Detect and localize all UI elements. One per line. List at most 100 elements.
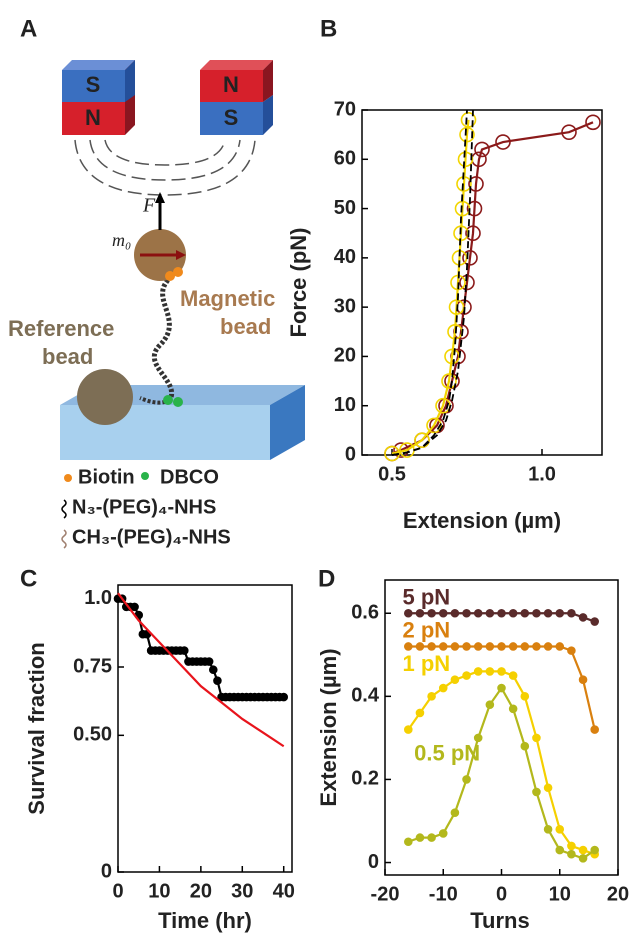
data-point [459, 126, 475, 143]
data-point [208, 665, 218, 675]
data-point [441, 373, 457, 389]
peg-icon [61, 499, 67, 519]
magnet-s [200, 102, 263, 135]
data-point [578, 675, 588, 685]
bead-label: Magnetic [180, 286, 275, 311]
data-point [555, 608, 565, 618]
data-point [427, 833, 436, 842]
series-line [407, 685, 596, 860]
data-point [279, 692, 289, 702]
data-point [497, 608, 506, 618]
pole: N [85, 105, 101, 130]
reference-bead [77, 369, 133, 425]
chart: C 0 10 20 30 40 0 0.50 0.75 1.0 Time (hr) Survival … [20, 565, 295, 932]
x-tick-label: -10 [429, 883, 458, 905]
data-point [520, 692, 530, 701]
chart: B 0.5 1.0 0 10 20 30 40 50 60 70 Extension (µm) Forc… [286, 15, 603, 533]
data-point [578, 613, 588, 622]
data-point [438, 608, 448, 618]
data-point [448, 299, 465, 315]
force-label: F [142, 195, 156, 217]
data-point [497, 683, 506, 693]
data-point [427, 692, 436, 701]
data-point [520, 642, 530, 651]
legend-dot [64, 474, 72, 482]
data-point [450, 808, 460, 817]
data-point [438, 642, 448, 651]
data-point [462, 642, 471, 651]
data-point [179, 646, 189, 655]
legend-text: CH₃-(PEG)₄-NHS [72, 526, 231, 548]
x-axis-label: Extension (µm) [403, 508, 561, 533]
magnet-top [62, 60, 135, 70]
x-tick-label: 40 [273, 880, 295, 902]
data-point [473, 733, 483, 743]
data-point [384, 445, 400, 462]
data-point [415, 708, 425, 718]
x-tick-label: 0 [112, 880, 123, 902]
data-point [204, 657, 214, 666]
data-point [485, 667, 495, 676]
surface-side [270, 385, 305, 460]
data-point [473, 642, 483, 651]
chart: D -20 -10 0 10 20 0 0.2 0.4 0.6 Turns Extension (µm… [316, 565, 629, 932]
data-point [438, 829, 448, 838]
pole: S [224, 105, 239, 130]
data-point [130, 602, 139, 612]
series-label: 5 pN [402, 585, 450, 610]
data-point [532, 642, 541, 651]
data-point [555, 824, 565, 834]
data-point [473, 608, 483, 618]
magnet-side [125, 60, 135, 102]
field-lines [74, 139, 256, 196]
moment-label: m₀ [112, 230, 131, 250]
series-line [118, 597, 284, 699]
data-point [460, 112, 477, 128]
data-point [532, 787, 541, 797]
bead-label: bead [42, 344, 93, 369]
panel-letter: C [20, 565, 37, 592]
x-axis-label: Time (hr) [158, 908, 252, 933]
y-tick-label: 0.6 [351, 602, 379, 624]
arrow-head [155, 192, 165, 203]
data-point [561, 124, 577, 140]
data-point [508, 704, 518, 714]
data-point [450, 608, 460, 618]
data-point [532, 608, 541, 618]
data-point [543, 783, 553, 793]
dbco [173, 397, 183, 407]
series-line [391, 109, 474, 456]
y-tick-label: 20 [334, 345, 356, 367]
plot-frame [117, 584, 293, 873]
data-point [508, 642, 518, 651]
panel-letter: A [20, 15, 37, 42]
biotin [165, 271, 175, 281]
y-tick-label: 0.50 [73, 724, 112, 746]
data-point [403, 725, 413, 734]
plot-frame [361, 109, 603, 456]
y-axis-label: Extension (µm) [316, 648, 341, 806]
arrow-head [176, 250, 186, 260]
data-point [427, 608, 436, 618]
data-point [473, 667, 483, 676]
data-point [497, 642, 506, 651]
x-tick-label: -20 [371, 883, 400, 905]
data-point [427, 642, 436, 651]
data-point [213, 676, 222, 685]
data-point [415, 833, 425, 842]
series-label: 2 pN [402, 618, 450, 643]
dbco [163, 395, 173, 405]
y-axis-label: Force (pN) [286, 228, 311, 338]
data-point [462, 775, 471, 784]
x-tick-label: 1.0 [528, 463, 556, 485]
data-point [508, 608, 518, 618]
series-label: 0.5 pN [414, 740, 480, 765]
y-tick-label: 1.0 [84, 587, 112, 609]
data-point [403, 608, 413, 618]
data-point [590, 845, 600, 855]
y-tick-label: 60 [334, 148, 356, 170]
y-axis-label: Survival fraction [24, 642, 49, 814]
data-point [567, 646, 576, 655]
panel-letter: B [320, 15, 337, 42]
y-tick-label: 0.4 [351, 685, 380, 707]
